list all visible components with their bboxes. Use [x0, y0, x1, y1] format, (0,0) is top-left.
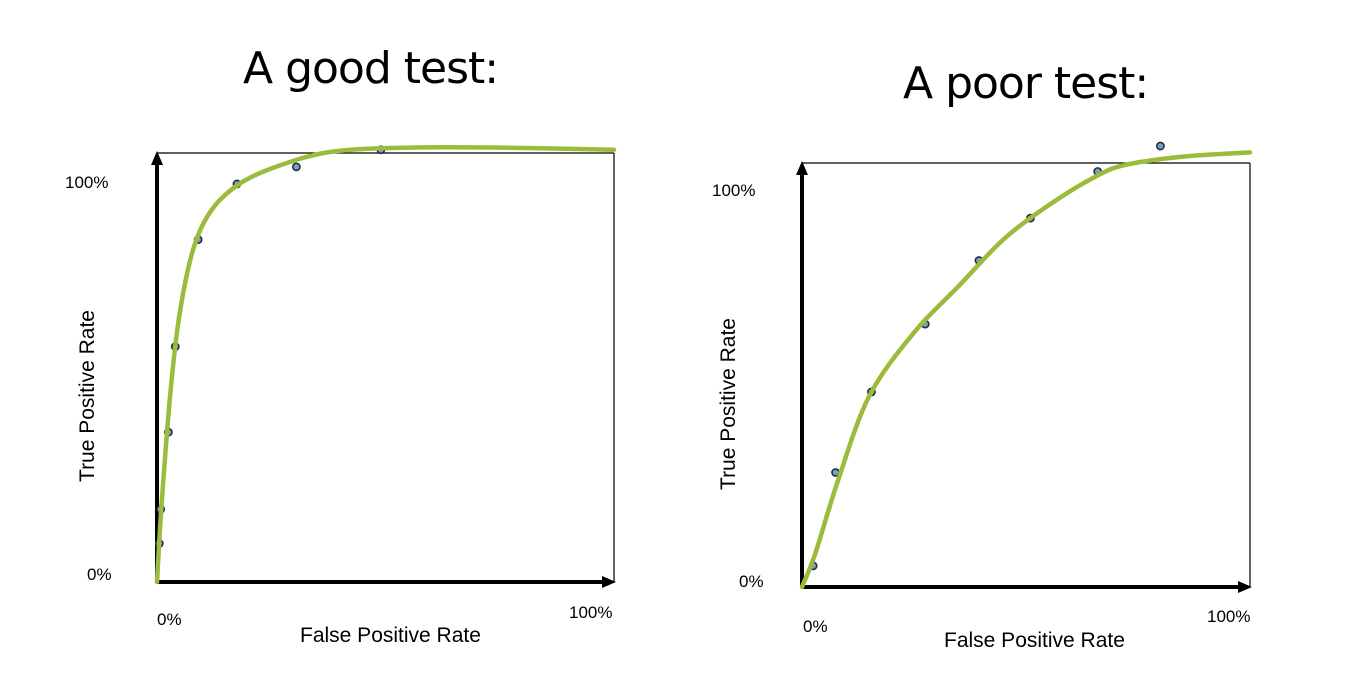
data-point-8	[1156, 141, 1165, 151]
chart-2-x-tick-max: 100%	[1207, 607, 1251, 626]
chart-2-title: A poor test:	[903, 58, 1149, 109]
chart-1-x-tick-min: 0%	[157, 610, 182, 629]
y-axis-arrow	[151, 151, 163, 165]
x-axis-arrow	[602, 576, 616, 588]
chart-2-x-tick-min: 0%	[803, 617, 828, 636]
chart-1-x-tick-max: 100%	[569, 603, 613, 622]
chart-2-y-tick-max: 100%	[712, 181, 756, 200]
x-axis-arrow	[1238, 581, 1252, 593]
chart-1-x-axis-title: False Positive Rate	[300, 624, 481, 647]
chart-1-y-tick-max: 100%	[65, 173, 109, 192]
chart-2-x-axis-title: False Positive Rate	[944, 629, 1125, 652]
data-point-7	[291, 162, 301, 172]
roc-curve	[154, 144, 617, 585]
y-axis-arrow	[796, 161, 808, 175]
chart-1-title: A good test:	[243, 43, 499, 94]
chart-2-y-tick-min: 0%	[739, 572, 764, 591]
roc-curve	[799, 150, 1253, 590]
chart-1-y-tick-min: 0%	[87, 565, 112, 584]
